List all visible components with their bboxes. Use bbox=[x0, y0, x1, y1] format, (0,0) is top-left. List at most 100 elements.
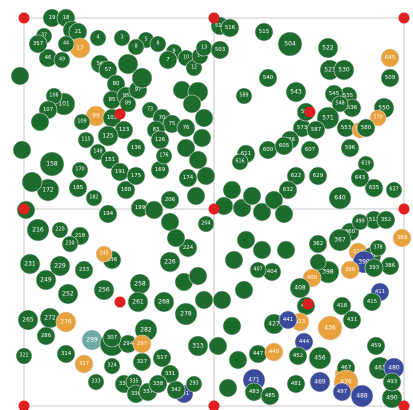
marker-inner-2 bbox=[305, 107, 316, 118]
bubble-circle bbox=[128, 39, 144, 55]
bubble-circle bbox=[16, 348, 32, 364]
bubble-circle bbox=[150, 36, 166, 52]
bubble-node: 396 bbox=[341, 261, 359, 279]
bubble-node: 431 bbox=[343, 311, 361, 329]
marker-bottom-center bbox=[209, 401, 220, 410]
bubble-circle bbox=[111, 163, 129, 181]
bubble-node: 516 bbox=[221, 19, 239, 37]
bubble-node: 342 bbox=[167, 381, 185, 399]
bubble-node: 447 bbox=[249, 345, 267, 363]
bubble-circle bbox=[341, 261, 359, 279]
bubble-node: 499 bbox=[352, 214, 368, 230]
bubble-circle bbox=[179, 169, 197, 187]
bubble-circle bbox=[334, 60, 354, 80]
bubble-node bbox=[223, 317, 241, 335]
bubble-circle bbox=[197, 167, 215, 185]
bubble-circle bbox=[27, 219, 49, 241]
bubble-circle bbox=[223, 317, 241, 335]
bubble-circle bbox=[381, 49, 399, 67]
bubble-node: 497 bbox=[333, 383, 351, 401]
bubble-circle bbox=[381, 69, 399, 87]
bubble-node: 321 bbox=[16, 348, 32, 364]
bubble-circle bbox=[72, 162, 88, 178]
bubble-circle bbox=[96, 246, 112, 262]
bubble-circle bbox=[196, 40, 212, 56]
marker-center bbox=[209, 204, 220, 215]
bubble-node: 317 bbox=[75, 355, 93, 373]
bubble-circle bbox=[259, 141, 277, 159]
bubble-node: 587 bbox=[307, 121, 325, 139]
bubble-node: 515 bbox=[255, 23, 273, 41]
bubble-circle bbox=[236, 88, 252, 104]
bubble-circle bbox=[29, 35, 47, 53]
bubble-node: 441 bbox=[279, 311, 297, 329]
bubble-node: 109 bbox=[74, 114, 90, 130]
bubble-circle bbox=[22, 172, 42, 192]
bubble-circle bbox=[221, 19, 239, 37]
bubble-node: 136 bbox=[127, 139, 145, 157]
bubble-circle bbox=[161, 191, 179, 209]
bubble-circle bbox=[128, 292, 148, 312]
bubble-node: 170 bbox=[72, 162, 88, 178]
bubble-node: 543 bbox=[286, 82, 306, 102]
bubble-node: 314 bbox=[57, 345, 75, 363]
bubble-node bbox=[132, 68, 152, 88]
bubble-circle bbox=[75, 261, 93, 279]
bubble-circle bbox=[310, 254, 326, 270]
bubble-circle bbox=[88, 374, 104, 390]
bubble-node: 407 bbox=[250, 262, 266, 278]
bubble-circle bbox=[307, 121, 325, 139]
bubble-node: 245 bbox=[96, 246, 112, 262]
bubble-node: 452 bbox=[289, 347, 307, 365]
bubble-circle bbox=[189, 151, 207, 169]
bubble-node: 299 bbox=[82, 330, 102, 350]
bubble-circle bbox=[78, 132, 94, 148]
bubble-circle bbox=[277, 241, 295, 259]
bubble-circle bbox=[265, 343, 283, 361]
bubble-circle bbox=[90, 30, 106, 46]
bubble-circle bbox=[249, 345, 267, 363]
bubble-circle bbox=[153, 349, 171, 367]
bubble-circle bbox=[229, 351, 247, 369]
bubble-node: 233 bbox=[75, 261, 93, 279]
bubble-node bbox=[310, 254, 326, 270]
bubble-circle bbox=[235, 281, 253, 299]
bubble-node bbox=[243, 187, 261, 205]
bubble-circle bbox=[175, 303, 197, 325]
bubble-node: 362 bbox=[309, 235, 327, 253]
marker-top-center bbox=[209, 13, 220, 24]
bubble-node: 481 bbox=[287, 375, 305, 393]
bubble-node bbox=[195, 109, 213, 127]
bubble-circle bbox=[82, 330, 102, 350]
bubble-node: 307 bbox=[103, 329, 121, 347]
bubble-circle bbox=[31, 113, 49, 131]
bubble-node: 605 bbox=[275, 137, 293, 155]
bubble-circle bbox=[341, 139, 359, 157]
bubble-node: 313 bbox=[188, 336, 208, 356]
bubble-circle bbox=[232, 154, 248, 170]
bubble-circle bbox=[209, 337, 227, 355]
bubble-node bbox=[229, 351, 247, 369]
bubble-circle bbox=[189, 267, 207, 285]
bubble-circle bbox=[167, 381, 185, 399]
bubble-node: 600 bbox=[259, 141, 277, 159]
bubble-node bbox=[13, 141, 31, 159]
bubble-circle bbox=[393, 229, 411, 247]
bubble-node: 509 bbox=[381, 69, 399, 87]
bubble-node bbox=[225, 251, 243, 269]
bubble-node bbox=[197, 167, 215, 185]
bubble-circle bbox=[74, 114, 90, 130]
bubble-node: 540 bbox=[259, 69, 277, 87]
bubble-node: 230 bbox=[62, 236, 78, 252]
bubble-node: 286 bbox=[37, 327, 55, 345]
bubble-circle bbox=[167, 229, 185, 247]
bubble-circle bbox=[69, 179, 87, 197]
bubble-circle bbox=[333, 383, 351, 401]
bubble-node: 386 bbox=[381, 257, 399, 275]
bubble-circle bbox=[370, 240, 386, 256]
bubble-circle bbox=[37, 327, 55, 345]
bubble-circle bbox=[253, 241, 271, 259]
bubble-circle bbox=[275, 205, 293, 223]
bubble-circle bbox=[279, 311, 297, 329]
bubble-node: 220 bbox=[52, 222, 68, 238]
